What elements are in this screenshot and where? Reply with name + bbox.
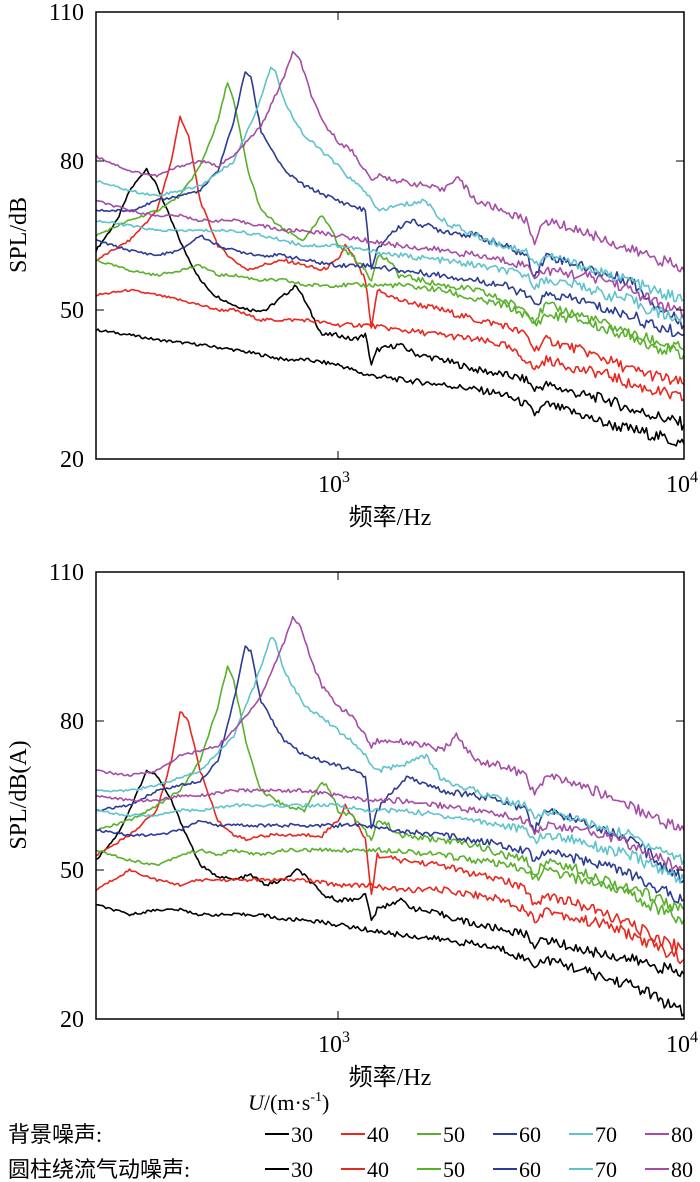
- chart-1-ytick-label: 80: [60, 149, 84, 175]
- chart-1-plot-frame: [95, 11, 685, 460]
- chart-1-xtick-label: 103: [318, 469, 350, 498]
- chart-1-xtick-label: 104: [666, 469, 698, 498]
- legend-item-label-80: 80: [671, 1122, 693, 1147]
- series-line-cylinder-70: [95, 66, 685, 303]
- legend-item-label-40: 40: [367, 1157, 389, 1182]
- series-line-background-40: [95, 868, 685, 965]
- series-line-background-50: [95, 846, 685, 925]
- chart-2-xtick-label: 103: [318, 1029, 350, 1058]
- legend-item-label-60: 60: [519, 1122, 541, 1147]
- legend-item-label-40: 40: [367, 1122, 389, 1147]
- series-line-background-70: [95, 219, 685, 323]
- series-line-cylinder-80: [95, 50, 685, 273]
- chart-2-lines: [95, 615, 685, 1017]
- chart-2-y-axis-label: SPL/dB(A): [6, 740, 32, 849]
- chart-2-y-ticks: [96, 571, 684, 1020]
- series-line-background-30: [95, 903, 685, 1017]
- series-line-cylinder-50: [95, 82, 685, 351]
- chart-2-x-axis-label: 频率/Hz: [349, 1064, 432, 1091]
- chart-2: 20 50 80 110 103 104 频率/Hz SPL/dB(A): [6, 560, 698, 1091]
- chart-1-ytick-label: 20: [60, 447, 84, 473]
- chart-2-xtick-label: 104: [666, 1029, 698, 1058]
- legend-row-background: 30 40 50 60 70 80: [265, 1122, 693, 1147]
- chart-1-y-axis-label: SPL/dB: [6, 197, 32, 273]
- legend-item-label-50: 50: [443, 1157, 465, 1182]
- chart-2-ytick-label: 50: [60, 858, 84, 884]
- legend-item-label-30: 30: [291, 1122, 313, 1147]
- chart-1: 20 50 80 110 103 104 频率/Hz SPL/dB: [6, 0, 698, 531]
- legend-item-label-50: 50: [443, 1122, 465, 1147]
- legend: U/(m·s-1) 背景噪声: 30 40 50 60 70 80 圆柱绕流气动噪声: 3…: [8, 1090, 693, 1182]
- legend-row-label-background: 背景噪声:: [8, 1122, 102, 1147]
- series-line-background-50: [95, 259, 685, 360]
- series-line-cylinder-50: [96, 665, 685, 912]
- legend-item-label-70: 70: [595, 1122, 617, 1147]
- chart-2-ytick-label: 110: [49, 560, 84, 586]
- series-line-background-60: [95, 234, 685, 337]
- legend-row-label-cylinder: 圆柱绕流气动噪声:: [8, 1157, 190, 1182]
- chart-1-y-ticks: [96, 11, 684, 460]
- chart-1-x-axis-label: 频率/Hz: [349, 504, 432, 531]
- series-line-background-80: [95, 199, 685, 318]
- legend-item-label-70: 70: [595, 1157, 617, 1182]
- chart-1-ytick-label: 50: [60, 298, 84, 324]
- series-line-background-60: [95, 819, 685, 904]
- series-line-cylinder-30: [95, 167, 685, 431]
- chart-1-ytick-label: 110: [49, 0, 84, 26]
- series-line-background-30: [95, 328, 685, 447]
- legend-item-label-60: 60: [519, 1157, 541, 1182]
- series-line-cylinder-80: [95, 615, 685, 832]
- legend-item-label-80: 80: [671, 1157, 693, 1182]
- series-line-cylinder-40: [95, 115, 685, 386]
- series-line-background-80: [95, 788, 685, 871]
- series-line-background-70: [95, 802, 685, 884]
- chart-2-ytick-label: 20: [60, 1007, 84, 1033]
- series-line-background-40: [95, 288, 685, 402]
- legend-item-label-30: 30: [291, 1157, 313, 1182]
- series-line-cylinder-30: [95, 769, 685, 978]
- chart-2-ytick-label: 80: [60, 709, 84, 735]
- series-line-cylinder-60: [95, 645, 685, 884]
- legend-row-cylinder: 30 40 50 60 70 80: [265, 1157, 693, 1182]
- series-line-cylinder-70: [95, 637, 685, 865]
- legend-title: U/(m·s-1): [248, 1090, 329, 1115]
- chart-1-lines: [95, 50, 685, 447]
- chart-2-plot-frame: [95, 571, 685, 1020]
